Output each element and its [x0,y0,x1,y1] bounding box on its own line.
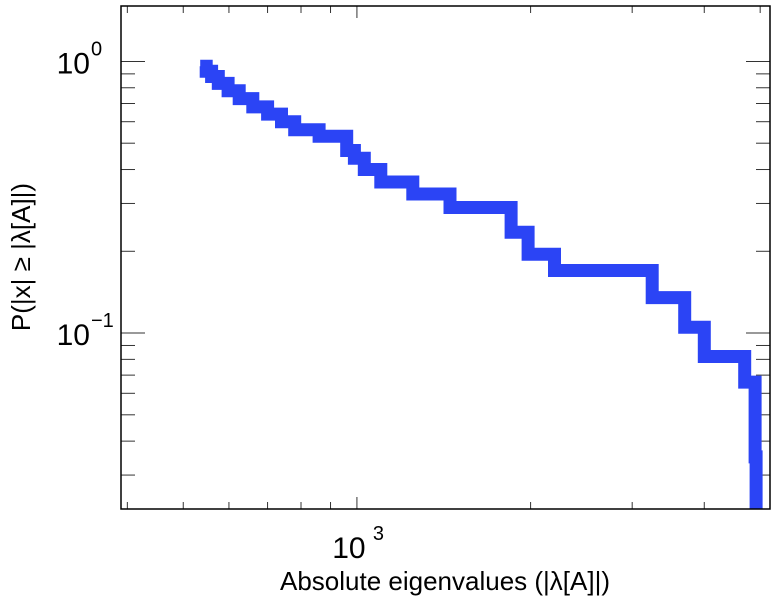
x-tick-label-exponent: 3 [373,523,384,545]
plot-frame [120,5,771,510]
x-tick-label: 10 [332,532,365,565]
y-axis-label: P(|x| ≥ |λ[A]|) [6,183,36,331]
y-tick-label-exponent: 0 [91,38,102,60]
series-layer [199,59,763,509]
y-tick-label-exponent: −1 [91,310,114,332]
y-tick-label: 10 [57,319,90,352]
x-axis-label: Absolute eigenvalues (|λ[A]|) [280,566,610,596]
tick-labels: 10 310 010 −1 [57,38,384,565]
axis-ticks [121,6,770,509]
y-tick-label: 10 [57,47,90,80]
ccdf-step-line [199,59,763,509]
